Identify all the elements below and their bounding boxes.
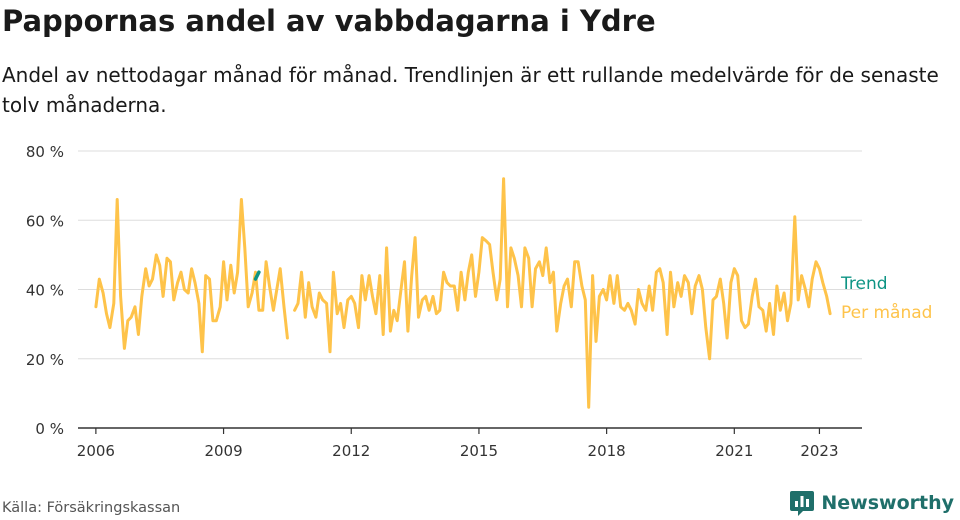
x-tick-label: 2009	[204, 442, 242, 460]
y-tick-label: 20 %	[26, 351, 64, 369]
y-tick-label: 40 %	[26, 282, 64, 300]
x-tick-label: 2018	[588, 442, 626, 460]
legend-label-trend: Trend	[840, 274, 888, 294]
brand-name: Newsworthy	[821, 492, 954, 514]
y-tick-label: 80 %	[26, 143, 64, 161]
chart-title: Pappornas andel av vabbdagarna i Ydre	[2, 4, 656, 38]
legend-label-per-manad: Per månad	[841, 302, 932, 323]
chart-subtitle: Andel av nettodagar månad för månad. Tre…	[2, 63, 939, 117]
y-axis-tick-labels: 0 % 20 % 40 % 60 % 80 %	[26, 143, 64, 438]
source-note: Källa: Försäkringskassan	[2, 500, 181, 516]
line-chart: 0 % 20 % 40 % 60 % 80 % 2006 2009 2012 2015 2018…	[26, 143, 933, 460]
x-tick-label: 2015	[460, 442, 498, 460]
x-axis: 2006 2009 2012 2015 2018 2021 2023	[77, 427, 862, 460]
bar-chart-logo-icon	[790, 491, 815, 516]
series-line-per-manad	[94, 177, 832, 409]
x-tick-label: 2012	[332, 442, 370, 460]
y-tick-label: 0 %	[35, 420, 64, 438]
grid-lines	[78, 150, 862, 360]
y-tick-label: 60 %	[26, 212, 64, 230]
series-lines	[94, 177, 832, 409]
x-tick-label: 2021	[715, 442, 753, 460]
x-tick-label: 2023	[800, 442, 838, 460]
brand-logo: Newsworthy	[789, 489, 954, 517]
x-tick-label: 2006	[77, 442, 115, 460]
series-end-labels: Trend Per månad	[840, 274, 932, 323]
